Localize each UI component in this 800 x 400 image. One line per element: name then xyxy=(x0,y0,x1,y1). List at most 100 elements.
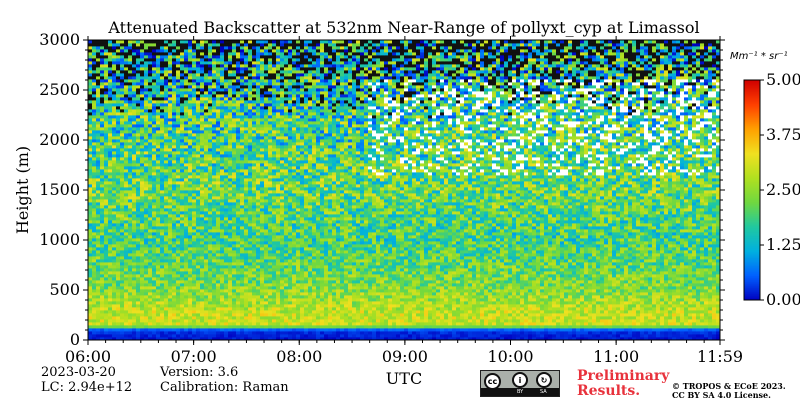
heatmap-cell xyxy=(308,253,313,257)
heatmap-cell xyxy=(368,286,373,290)
heatmap-cell xyxy=(420,313,425,317)
heatmap-cell xyxy=(292,331,297,335)
heatmap-cell xyxy=(528,280,533,284)
heatmap-cell xyxy=(680,283,685,287)
heatmap-cell xyxy=(700,328,705,332)
heatmap-cell xyxy=(152,298,157,302)
heatmap-cell xyxy=(308,247,313,251)
heatmap-cell xyxy=(672,259,677,263)
heatmap-cell xyxy=(492,268,497,272)
heatmap-cell xyxy=(440,289,445,293)
heatmap-cell xyxy=(648,319,653,323)
heatmap-cell xyxy=(320,328,325,332)
heatmap-cell xyxy=(556,322,561,326)
heatmap-cell xyxy=(136,298,141,302)
heatmap-cell xyxy=(596,286,601,290)
heatmap-cell xyxy=(660,247,665,251)
heatmap-cell xyxy=(204,301,209,305)
heatmap-cell xyxy=(536,280,541,284)
heatmap-cell xyxy=(468,316,473,320)
heatmap-cell xyxy=(380,244,385,248)
heatmap-cell xyxy=(460,280,465,284)
heatmap-cell xyxy=(384,271,389,275)
heatmap-cell xyxy=(496,277,501,281)
heatmap-cell xyxy=(372,316,377,320)
heatmap-cell xyxy=(268,280,273,284)
heatmap-cell xyxy=(696,334,701,338)
heatmap-cell xyxy=(556,316,561,320)
heatmap-cell xyxy=(184,328,189,332)
heatmap-cell xyxy=(356,277,361,281)
heatmap-cell xyxy=(692,310,697,314)
heatmap-cell xyxy=(176,247,181,251)
heatmap-cell xyxy=(472,307,477,311)
heatmap-cell xyxy=(508,277,513,281)
heatmap-cell xyxy=(424,316,429,320)
heatmap-cell xyxy=(504,280,509,284)
heatmap-cell xyxy=(428,268,433,272)
heatmap-cell xyxy=(344,295,349,299)
heatmap-cell xyxy=(512,325,517,329)
heatmap-cell xyxy=(164,289,169,293)
heatmap-cell xyxy=(144,286,149,290)
heatmap-cell xyxy=(400,289,405,293)
heatmap-cell xyxy=(364,310,369,314)
heatmap-cell xyxy=(196,286,201,290)
heatmap-cell xyxy=(568,268,573,272)
heatmap-cell xyxy=(324,334,329,338)
heatmap-cell xyxy=(536,310,541,314)
heatmap-cell xyxy=(556,262,561,266)
heatmap-cell xyxy=(644,253,649,257)
heatmap-cell xyxy=(580,280,585,284)
heatmap-cell xyxy=(372,337,377,340)
heatmap-cell xyxy=(292,271,297,275)
heatmap-cell xyxy=(288,286,293,290)
heatmap-cell xyxy=(224,280,229,284)
heatmap-cell xyxy=(356,274,361,278)
heatmap-cell xyxy=(88,262,93,266)
heatmap-cell xyxy=(344,304,349,308)
heatmap-cell xyxy=(380,259,385,263)
heatmap-cell xyxy=(176,292,181,296)
heatmap-cell xyxy=(508,298,513,302)
heatmap-cell xyxy=(528,253,533,257)
heatmap-cell xyxy=(628,280,633,284)
heatmap-cell xyxy=(132,253,137,257)
heatmap-cell xyxy=(540,304,545,308)
heatmap-cell xyxy=(208,277,213,281)
heatmap-cell xyxy=(416,268,421,272)
heatmap-cell xyxy=(552,307,557,311)
heatmap-cell xyxy=(228,304,233,308)
heatmap-cell xyxy=(212,319,217,323)
heatmap-cell xyxy=(532,337,537,340)
heatmap-cell xyxy=(588,304,593,308)
heatmap-cell xyxy=(144,301,149,305)
heatmap-cell xyxy=(152,256,157,260)
heatmap-cell xyxy=(164,298,169,302)
heatmap-cell xyxy=(532,304,537,308)
heatmap-cell xyxy=(716,289,720,293)
heatmap-cell xyxy=(212,334,217,338)
heatmap-cell xyxy=(704,274,709,278)
heatmap-cell xyxy=(220,331,225,335)
heatmap-cell xyxy=(188,259,193,263)
heatmap-cell xyxy=(652,328,657,332)
heatmap-cell xyxy=(528,313,533,317)
heatmap-cell xyxy=(148,331,153,335)
heatmap-cell xyxy=(692,280,697,284)
heatmap-cell xyxy=(220,283,225,287)
heatmap-cell xyxy=(240,337,245,340)
heatmap-cell xyxy=(520,337,525,340)
heatmap-cell xyxy=(648,268,653,272)
heatmap-cell xyxy=(200,334,205,338)
heatmap-cell xyxy=(612,319,617,323)
heatmap-cell xyxy=(168,262,173,266)
heatmap-cell xyxy=(624,331,629,335)
heatmap-cell xyxy=(500,280,505,284)
heatmap-cell xyxy=(172,334,177,338)
heatmap-cell xyxy=(456,319,461,323)
heatmap-cell xyxy=(480,325,485,329)
heatmap-cell xyxy=(204,313,209,317)
heatmap-cell xyxy=(396,274,401,278)
heatmap-cell xyxy=(396,307,401,311)
